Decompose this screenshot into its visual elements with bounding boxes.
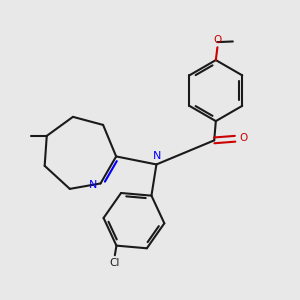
Text: N: N (153, 151, 162, 160)
Text: Cl: Cl (110, 258, 120, 268)
Text: O: O (240, 133, 248, 143)
Text: N: N (89, 180, 98, 190)
Text: O: O (213, 35, 222, 45)
